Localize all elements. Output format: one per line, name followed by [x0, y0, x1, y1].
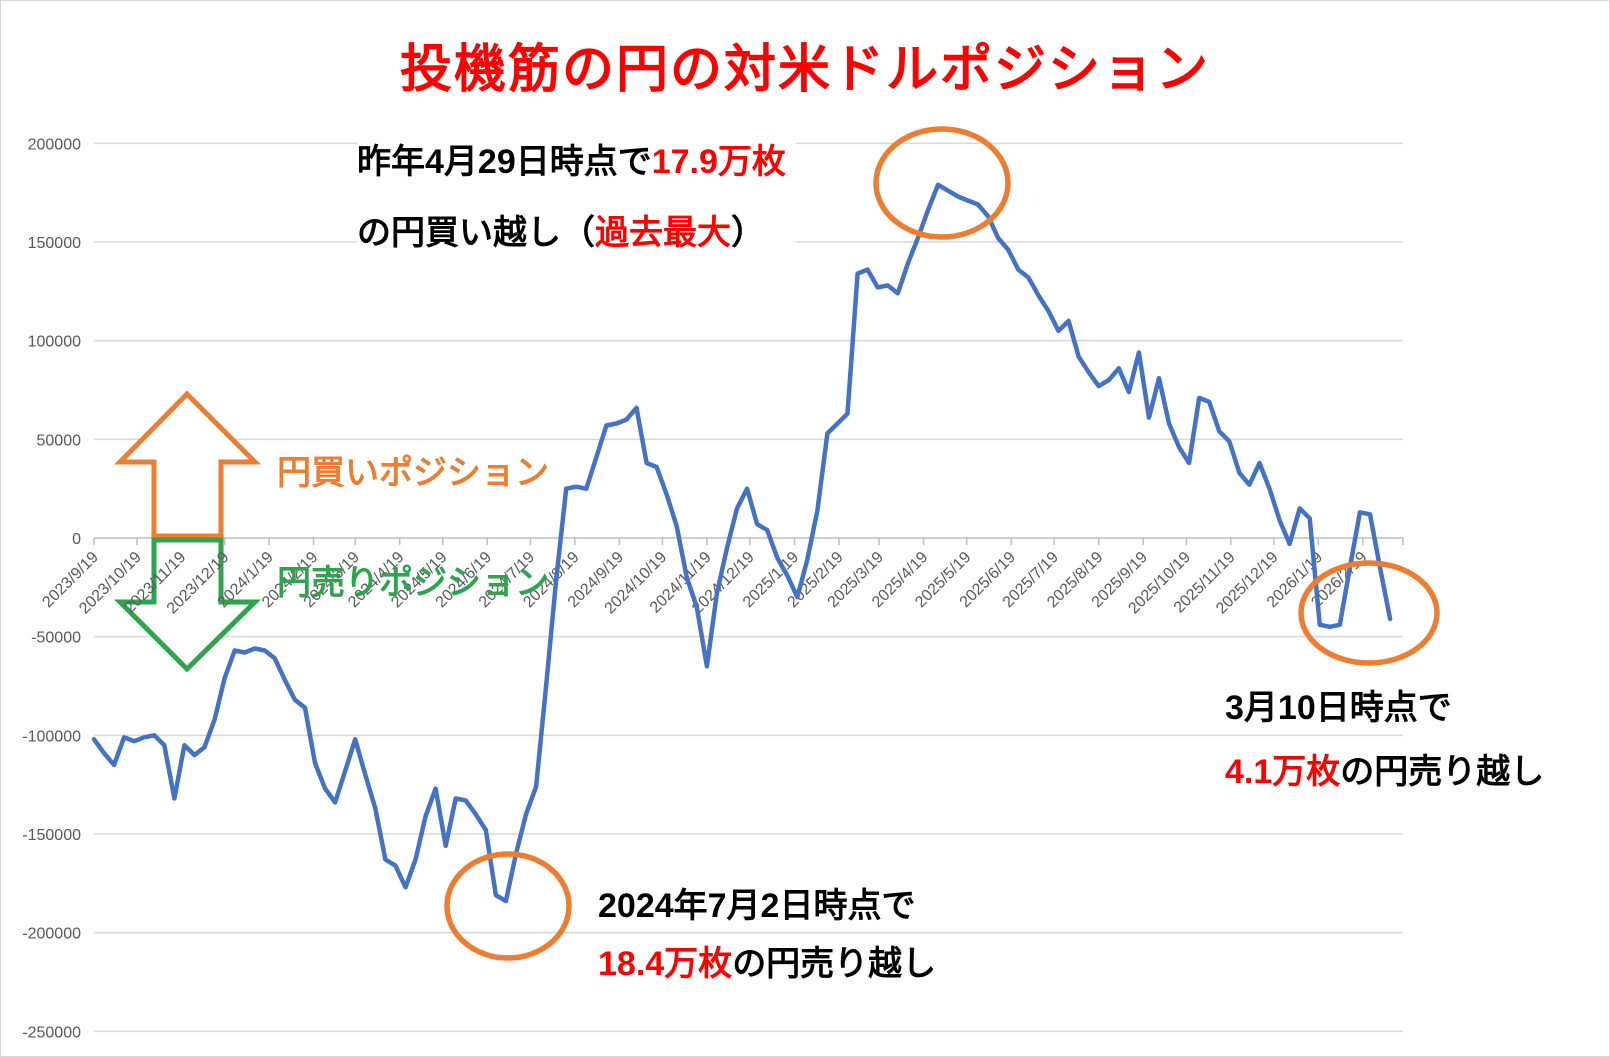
peak-annotation-line1-black: 昨年4月29日時点で [357, 143, 652, 181]
latest-annotation-black: の円売り越し [1340, 753, 1545, 791]
latest-annotation-line2: 4.1万枚の円売り越し [1225, 751, 1555, 794]
peak-annotation: 昨年4月29日時点で17.9万枚 の円買い越し（過去最大） [357, 141, 796, 254]
trough-annotation-line2: 18.4万枚の円売り越し [598, 943, 947, 986]
peak-annotation-line1: 昨年4月29日時点で17.9万枚 [357, 141, 786, 184]
y-axis-label: -100000 [22, 728, 81, 745]
peak-annotation-line2: の円買い越し（過去最大） [357, 212, 786, 255]
trough-annotation-red: 18.4万枚 [598, 945, 733, 983]
highlight-ellipse [873, 126, 1011, 240]
y-axis-label: -50000 [31, 630, 81, 647]
latest-annotation-red: 4.1万枚 [1225, 753, 1341, 791]
y-axis-label: 150000 [28, 235, 81, 252]
trough-annotation-black: の円売り越し [732, 945, 937, 983]
y-axis-label: 100000 [28, 334, 81, 351]
peak-annotation-line1-red: 17.9万枚 [651, 143, 786, 181]
y-axis-label: 50000 [37, 432, 82, 449]
y-axis-label: 0 [72, 531, 81, 548]
sell-position-label: 円売りポジション [277, 564, 549, 602]
buy-position-label: 円買いポジション [277, 454, 549, 492]
trough-annotation-line1: 2024年7月2日時点で [598, 885, 926, 928]
highlight-ellipse [444, 851, 572, 961]
peak-annotation-line2-red: 過去最大 [595, 213, 731, 252]
down-arrow-icon [113, 537, 262, 673]
up-arrow-icon [114, 390, 262, 539]
peak-annotation-line2-black1: の円買い越し（ [357, 213, 595, 252]
chart-title: 投機筋の円の対米ドルポジション [399, 41, 1210, 99]
y-axis-label: -200000 [22, 926, 81, 943]
highlight-ellipse [1298, 560, 1440, 666]
peak-annotation-line2-black2: ） [731, 213, 765, 252]
latest-annotation-line1: 3月10日時点で [1225, 687, 1462, 730]
y-axis-label: 200000 [28, 136, 81, 153]
position-line [91, 182, 1393, 904]
y-axis-label: -250000 [22, 1024, 81, 1041]
y-axis-label: -150000 [22, 827, 81, 844]
